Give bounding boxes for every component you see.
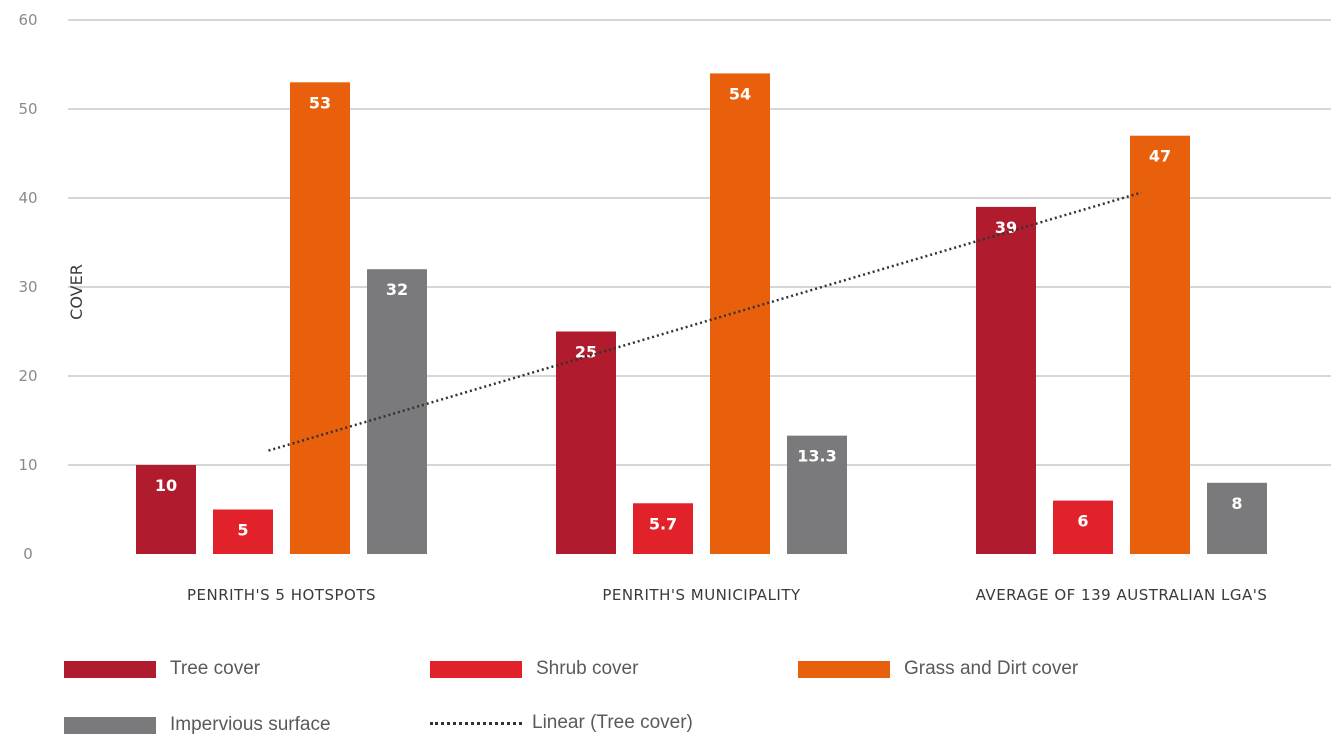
data-label: 10: [155, 476, 177, 495]
y-axis-ticks: 0 10 20 30 40 50 60: [18, 11, 37, 563]
data-label: 54: [729, 84, 751, 103]
bar-shrub-cover-0: [213, 509, 273, 554]
legend-label-linear-trend: Linear (Tree cover): [532, 712, 693, 733]
data-label: 39: [995, 218, 1017, 237]
bar-impervious-surface-0: [367, 269, 427, 554]
bar-impervious-surface-2: [1207, 482, 1267, 554]
data-label: 5: [237, 521, 248, 540]
x-category-label-0: PENRITH'S 5 HOTSPOTS: [187, 586, 376, 604]
y-tick-label-0: 0: [23, 545, 33, 563]
legend-label-grass-dirt-cover: Grass and Dirt cover: [904, 658, 1079, 679]
data-label: 47: [1149, 147, 1171, 166]
legend-swatch-impervious-surface: [64, 716, 156, 734]
y-tick-label-50: 50: [18, 100, 37, 118]
data-label: 13.3: [797, 447, 836, 466]
legend-swatch-linear-trend: [430, 721, 522, 725]
legend-label-impervious-surface: Impervious surface: [170, 714, 331, 735]
bar-tree-cover-2: [976, 206, 1036, 554]
bars: 10 5 53 32 25 5.7 54 13.3 39 6 47 8: [136, 73, 1267, 555]
legend-item-tree-cover: Tree cover: [64, 658, 260, 680]
data-label: 8: [1231, 494, 1242, 513]
trendline-tree-cover: [268, 191, 1142, 452]
bar-shrub-cover-1: [633, 503, 693, 554]
bar-impervious-surface-1: [787, 435, 847, 554]
y-tick-label-40: 40: [18, 189, 37, 207]
legend-item-linear-trend: Linear (Tree cover): [430, 712, 693, 734]
y-tick-label-60: 60: [18, 11, 37, 29]
legend-item-impervious-surface: Impervious surface: [64, 714, 331, 736]
data-label: 32: [386, 280, 408, 299]
x-category-label-2: AVERAGE OF 139 AUSTRALIAN LGA'S: [976, 586, 1268, 604]
legend-swatch-grass-dirt-cover: [798, 660, 890, 678]
bar-shrub-cover-2: [1053, 500, 1113, 554]
y-axis-label: COVER: [67, 264, 86, 320]
y-tick-label-10: 10: [18, 456, 37, 474]
legend-label-shrub-cover: Shrub cover: [536, 658, 639, 679]
y-tick-label-30: 30: [18, 278, 37, 296]
gridlines: [68, 19, 1331, 555]
x-axis-categories: PENRITH'S 5 HOTSPOTS PENRITH'S MUNICIPALI…: [187, 586, 1267, 604]
bar-grass-and-dirt-cover-1: [710, 73, 770, 555]
data-label: 6: [1077, 512, 1088, 531]
bar-tree-cover-1: [556, 331, 616, 554]
data-label: 53: [309, 93, 331, 112]
trendline: [268, 191, 1142, 452]
y-tick-label-20: 20: [18, 367, 37, 385]
legend-item-shrub-cover: Shrub cover: [430, 658, 638, 680]
data-label: 25: [575, 343, 597, 362]
bar-grass-and-dirt-cover-0: [290, 82, 350, 555]
legend-item-grass-dirt-cover: Grass and Dirt cover: [798, 658, 1078, 680]
x-category-label-1: PENRITH'S MUNICIPALITY: [602, 586, 801, 604]
legend-swatch-shrub-cover: [430, 660, 522, 678]
data-label: 5.7: [649, 514, 677, 533]
legend-label-tree-cover: Tree cover: [170, 658, 261, 679]
legend-swatch-tree-cover: [64, 660, 156, 678]
bar-tree-cover-0: [136, 465, 196, 554]
bar-grass-and-dirt-cover-2: [1130, 135, 1190, 554]
